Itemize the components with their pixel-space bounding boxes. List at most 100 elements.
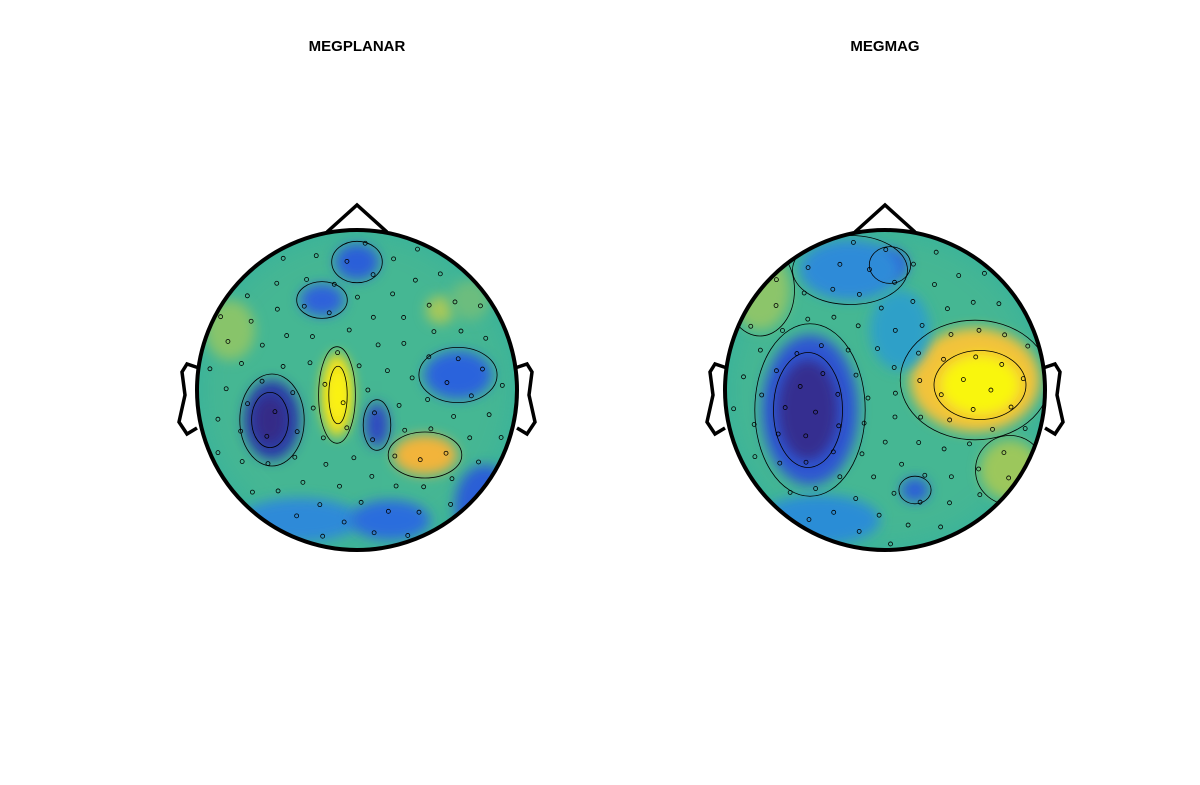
sensor [941,356,946,362]
sensor [865,395,871,401]
contour [899,319,1045,441]
sensor [405,533,411,538]
sensor [973,354,979,360]
contour [331,240,383,284]
sensor [476,459,481,465]
ear [177,361,200,437]
sensor [794,351,800,356]
sensor [402,427,408,433]
sensor [888,541,893,547]
sensor [892,390,898,396]
sensor [813,409,818,415]
sensor [757,347,763,353]
sensor [859,451,865,457]
sensor [1006,475,1012,481]
contour [868,246,912,284]
sensor [891,365,897,370]
sensor [867,267,872,272]
sensor [274,306,280,312]
sensor [417,457,423,463]
field-blob [426,296,454,324]
field-blob [365,403,389,447]
sensor [891,490,897,496]
sensor [752,454,758,460]
head-outline [195,228,519,552]
sensor [369,473,375,479]
sensor [498,435,504,440]
ear [705,361,728,437]
sensor [452,299,458,305]
sensor [813,486,819,491]
sensor [853,372,859,378]
sensor [905,522,911,528]
sensor [239,361,244,366]
sensor [938,392,944,398]
sensor [1008,404,1014,410]
sensor [304,277,309,282]
sensor [759,392,765,398]
sensor [938,524,944,530]
sensor [248,318,254,324]
contour [318,346,356,444]
sensor [970,407,976,412]
sensor [416,509,422,515]
field-blob [330,370,346,420]
sensor [320,435,326,441]
sensor [882,439,888,445]
sensor [437,271,443,277]
sensor [910,299,916,304]
contour [754,323,866,497]
contour [328,365,348,425]
sensor [391,256,396,262]
sensor [358,499,364,505]
contour [296,281,348,319]
sensor [948,474,954,480]
sensor [818,343,824,349]
sensor [346,327,352,333]
contour [898,475,932,505]
field-blob [350,500,430,540]
sensor [292,454,298,460]
sensor [274,280,280,286]
sensor [1002,332,1008,338]
sensor [741,374,746,380]
sensor [275,488,281,494]
nose [853,202,917,234]
sensor [876,512,882,518]
field-blob [335,244,379,280]
sensor [415,246,420,252]
sensor [355,294,360,300]
sensor [856,529,862,534]
sensor [393,483,399,489]
sensor [356,363,362,369]
panel-title: MEGPLANAR [309,38,406,55]
sensor [428,426,434,432]
field-blob [205,300,255,360]
sensor [239,459,245,464]
sensor [362,240,368,246]
sensor [301,303,307,309]
sensor [774,368,779,374]
sensor [831,314,837,320]
sensor [317,502,323,508]
sensor [244,293,250,299]
sensor [375,342,381,348]
sensor [300,479,306,485]
sensor [961,377,966,382]
sensor [351,455,357,461]
sensor [370,272,376,277]
sensor [412,277,418,283]
sensor [911,261,916,267]
sensor [385,508,391,514]
sensor [480,366,485,372]
sensor [970,299,976,305]
nose [325,202,389,234]
sensor [320,533,326,539]
sensor [875,346,880,351]
sensor [803,459,809,465]
sensor [370,314,376,320]
sensor [313,253,319,259]
sensor [468,393,474,399]
sensor [850,239,856,245]
sensor [836,423,842,429]
